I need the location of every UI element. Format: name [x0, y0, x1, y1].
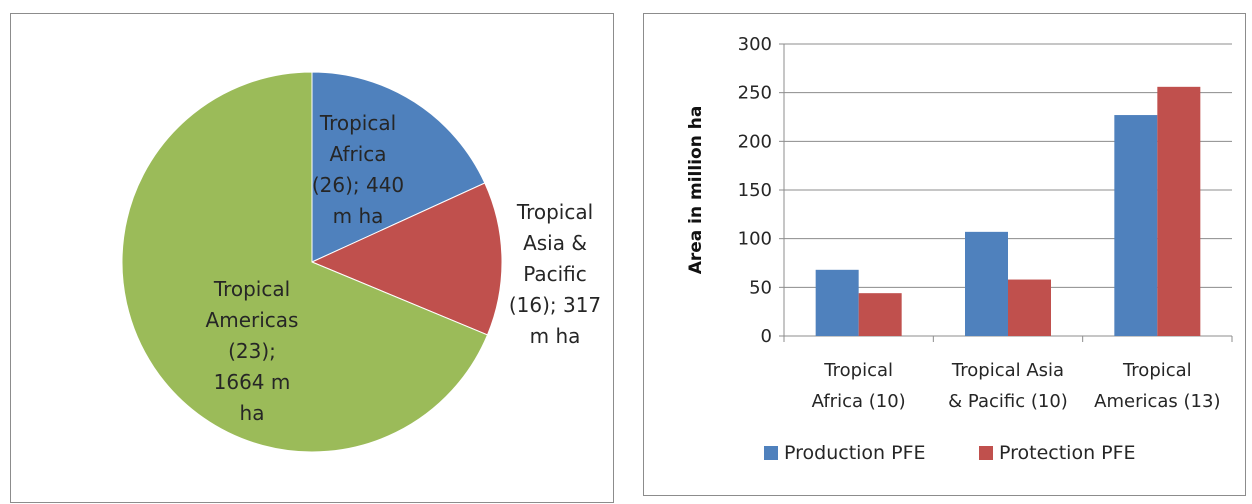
- legend-swatch: [764, 446, 778, 460]
- pie-chart: Tropical Africa (26); 440 m ha Tropical Asia …: [121, 71, 601, 453]
- x-tick-label: Tropical Africa (10): [812, 360, 906, 412]
- bar-chart-panel: 0 50 100 150 200 250 300 Area in million ha Trop…: [643, 13, 1246, 496]
- y-tick-label: 150: [738, 180, 772, 201]
- y-tick-label: 200: [738, 131, 772, 152]
- bar: [1008, 279, 1051, 336]
- bar: [858, 293, 902, 336]
- y-tick-label: 50: [749, 277, 772, 298]
- bar: [1114, 115, 1158, 336]
- y-tick-label: 300: [738, 34, 772, 55]
- x-tick-label: Tropical Americas (13): [1094, 360, 1220, 412]
- legend-label: Protection PFE: [999, 442, 1136, 464]
- y-axis-label: Area in million ha: [686, 106, 706, 275]
- x-tick-label: Tropical Asia & Pacific (10): [948, 360, 1068, 412]
- bar-chart: 0 50 100 150 200 250 300 Area in million ha Trop…: [686, 34, 1233, 464]
- y-tick-label: 0: [761, 326, 772, 347]
- bar: [965, 231, 1008, 336]
- bar: [815, 269, 859, 336]
- y-tick-label: 250: [738, 83, 772, 104]
- pie-slice: [310, 182, 503, 336]
- pie-slice-label: Tropical Asia & Pacific (16); 317 m ha: [509, 200, 601, 348]
- pie-chart-panel: Tropical Africa (26); 440 m ha Tropical Asia …: [10, 13, 614, 503]
- legend-swatch: [979, 446, 993, 460]
- bar: [1157, 86, 1201, 337]
- pie-slice-label: Tropical Africa (26); 440 m ha: [312, 111, 404, 228]
- pie-slice-label: Tropical Americas (23); 1664 m ha: [206, 277, 299, 425]
- pie-slice: [311, 71, 486, 263]
- y-tick-label: 100: [738, 229, 772, 250]
- pie-slice: [121, 71, 489, 453]
- legend-label: Production PFE: [784, 442, 926, 464]
